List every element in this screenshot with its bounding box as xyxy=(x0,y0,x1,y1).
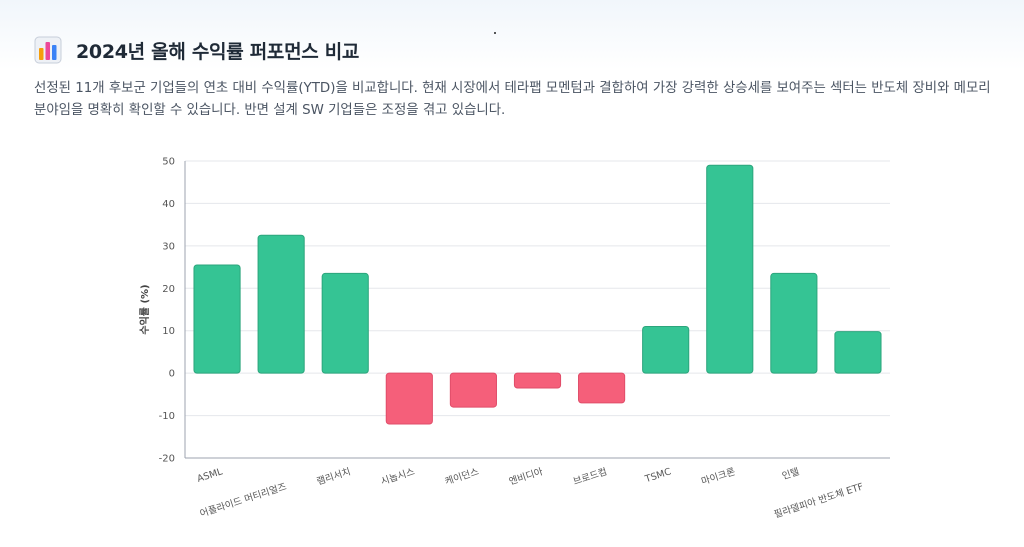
x-category-label: 마이크론 xyxy=(700,466,737,487)
bar[interactable] xyxy=(834,331,882,374)
bar[interactable] xyxy=(706,164,754,374)
y-tick-label: 20 xyxy=(162,284,175,295)
x-category-label: 엔비디아 xyxy=(508,466,545,487)
bar[interactable] xyxy=(385,372,433,425)
bar[interactable] xyxy=(770,272,818,374)
bar[interactable] xyxy=(642,325,690,374)
decorative-dot xyxy=(494,32,496,34)
x-category-label: 인텔 xyxy=(780,465,801,482)
x-category-label: TSMC xyxy=(643,466,673,485)
y-tick-label: 40 xyxy=(162,199,175,210)
x-category-label: 케이던스 xyxy=(444,466,481,487)
bar-chart-icon xyxy=(34,36,62,64)
bar[interactable] xyxy=(449,372,497,408)
y-tick-label: 10 xyxy=(162,326,175,337)
x-category-label: 램리서치 xyxy=(315,465,352,487)
y-tick-label: 50 xyxy=(162,157,175,168)
page-description: 선정된 11개 후보군 기업들의 연초 대비 수익률(YTD)을 비교합니다. … xyxy=(34,81,991,118)
bar[interactable] xyxy=(193,264,241,374)
y-axis-title: 수익률 (%) xyxy=(139,284,151,334)
bar[interactable] xyxy=(321,272,369,374)
x-category-label: 어플라이드 머티리얼즈 xyxy=(199,481,289,519)
bar[interactable] xyxy=(578,372,626,404)
bar[interactable] xyxy=(513,372,562,389)
y-tick-label: -20 xyxy=(159,454,175,465)
y-tick-label: 0 xyxy=(169,369,175,380)
x-category-label: 필라델피아 반도체 ETF xyxy=(773,480,865,520)
x-category-label: 시놉시스 xyxy=(380,466,417,487)
x-category-label: ASML xyxy=(196,466,225,485)
header: 2024년 올해 수익률 퍼포먼스 비교 xyxy=(34,36,359,64)
y-tick-label: -10 xyxy=(159,411,175,422)
x-category-label: 브로드컴 xyxy=(572,465,609,487)
y-tick-label: 30 xyxy=(162,241,175,252)
page-title: 2024년 올해 수익률 퍼포먼스 비교 xyxy=(76,40,360,63)
bar[interactable] xyxy=(257,234,305,374)
